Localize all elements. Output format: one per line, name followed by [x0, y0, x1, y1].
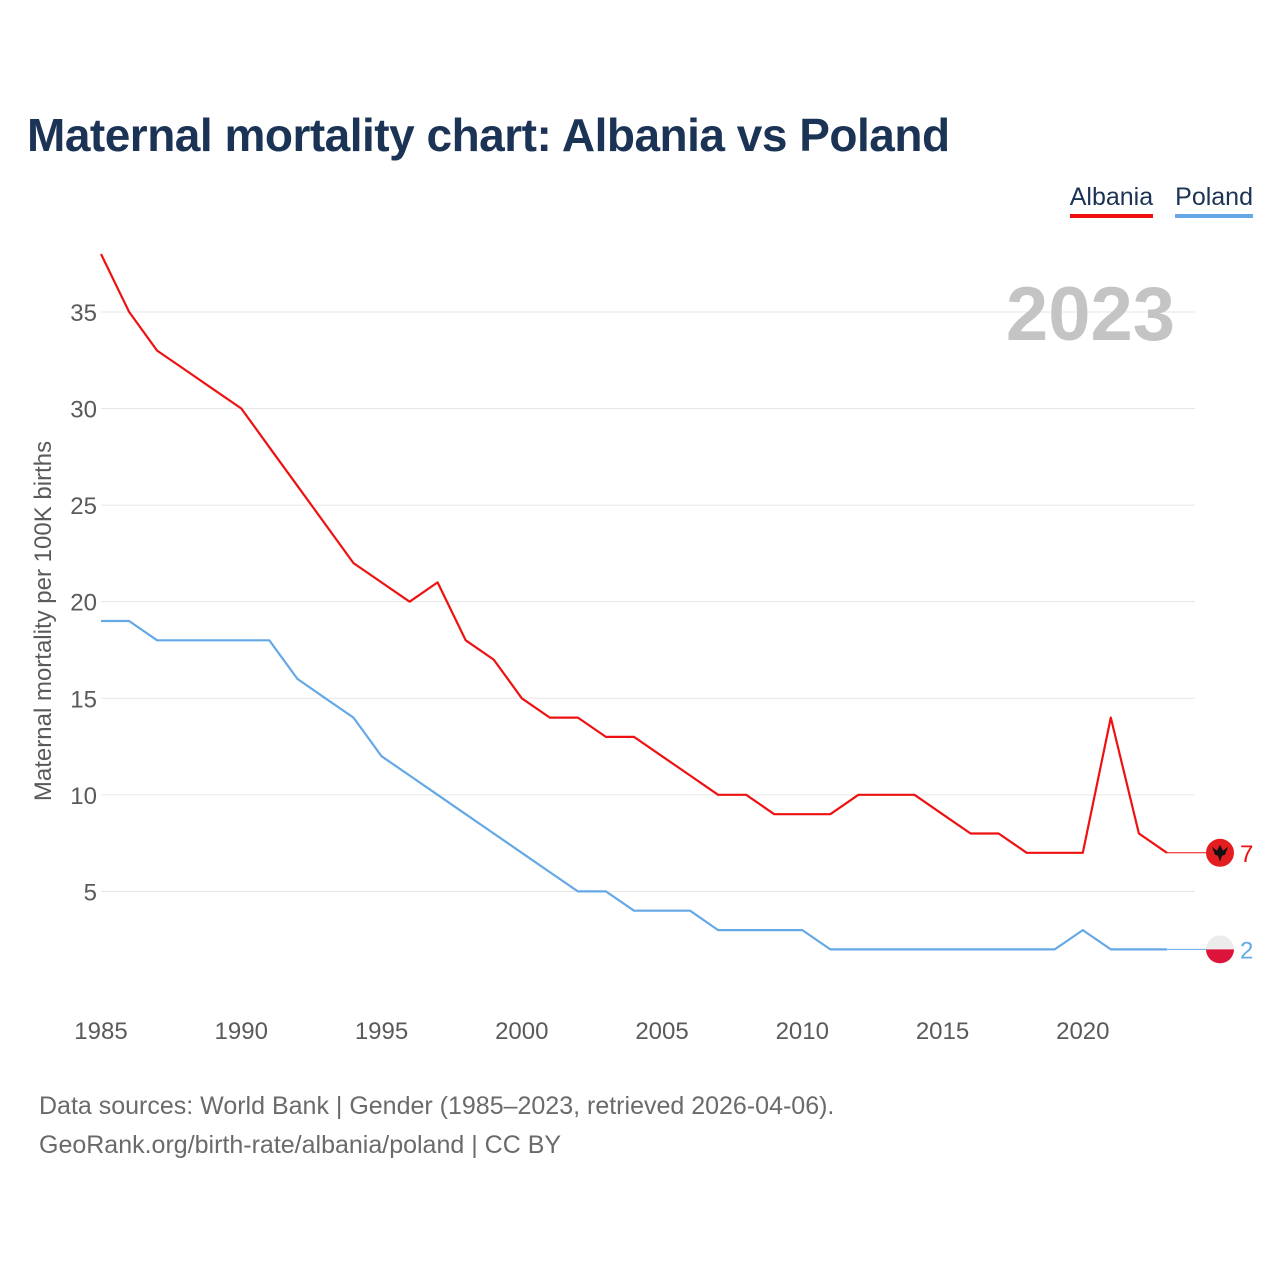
- x-tick-label: 2015: [916, 1018, 969, 1045]
- legend-item-poland[interactable]: Poland: [1175, 183, 1253, 218]
- y-tick-label: 25: [70, 493, 97, 520]
- end-value-label-poland: 2: [1240, 937, 1253, 964]
- x-tick-label: 1995: [355, 1018, 408, 1045]
- attribution-note: GeoRank.org/birth-rate/albania/poland | …: [39, 1131, 562, 1159]
- x-axis-ticks: 1985 1990 1995 2000 2005 2010 2015 2020: [74, 1018, 1109, 1045]
- legend-item-albania[interactable]: Albania: [1069, 183, 1154, 218]
- poland-flag-icon: [1206, 935, 1234, 964]
- y-axis-label: Maternal mortality per 100K births: [30, 441, 57, 801]
- y-tick-label: 15: [70, 686, 97, 713]
- y-axis-ticks: 5 10 15 20 25 30 35: [70, 300, 97, 906]
- x-tick-label: 1985: [74, 1018, 127, 1045]
- page-title: Maternal mortality chart: Albania vs Pol…: [27, 109, 950, 161]
- year-label: 2023: [1006, 272, 1175, 357]
- chart-canvas: 5 10 15 20 25 30 35 1985 1990 1995 2000 2005 2010 20…: [30, 253, 1253, 1045]
- x-tick-label: 2000: [495, 1018, 548, 1045]
- data-source-note: Data sources: World Bank | Gender (1985–…: [39, 1092, 835, 1120]
- x-tick-label: 1990: [215, 1018, 268, 1045]
- albania-flag-icon: [1206, 838, 1234, 867]
- y-tick-label: 35: [70, 300, 97, 327]
- y-tick-label: 30: [70, 397, 97, 424]
- x-tick-label: 2005: [635, 1018, 688, 1045]
- y-tick-label: 5: [84, 879, 97, 906]
- y-tick-label: 20: [70, 590, 97, 617]
- series-line-albania: [100, 253, 1168, 854]
- footer: Data sources: World Bank | Gender (1985–…: [39, 1087, 834, 1165]
- x-tick-label: 2010: [776, 1018, 829, 1045]
- end-value-label-albania: 7: [1240, 841, 1253, 868]
- series-layer: 72: [100, 253, 1253, 964]
- series-line-poland: [101, 619, 1167, 951]
- x-tick-label: 2020: [1056, 1018, 1109, 1045]
- legend: Albania Poland: [1069, 183, 1253, 218]
- grid-lines: [101, 311, 1195, 892]
- y-tick-label: 10: [70, 783, 97, 810]
